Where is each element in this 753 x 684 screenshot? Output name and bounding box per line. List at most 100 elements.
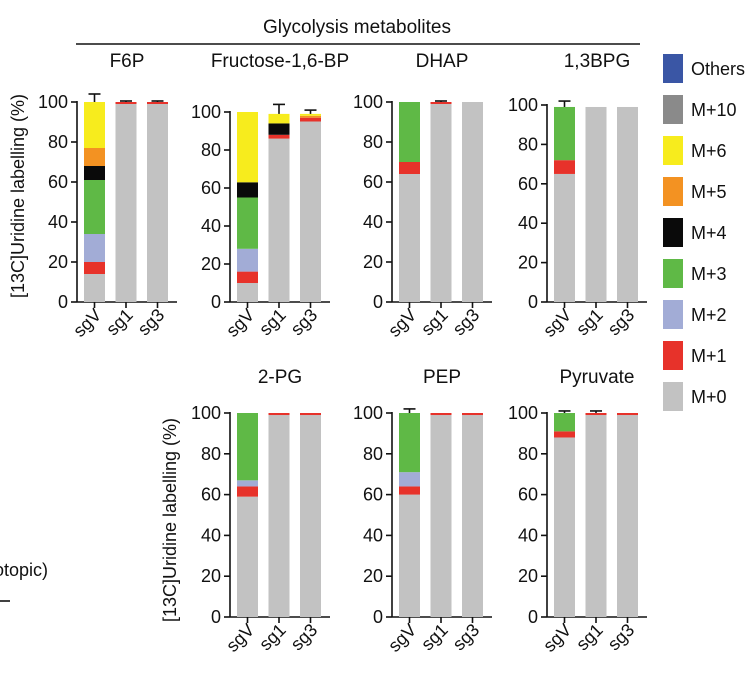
y-tick-label: 60 (201, 178, 221, 198)
bar-segment-sg3-m-0 (300, 121, 321, 302)
x-tick-label: sg3 (134, 305, 169, 340)
legend-label-m-4: M+4 (691, 223, 727, 243)
panel-title: 2-PG (258, 367, 302, 388)
bar-segment-sgv-m-3 (84, 180, 105, 234)
bar-segment-sgv-m-2 (399, 472, 420, 487)
legend-swatch-others (663, 54, 683, 83)
legend-swatch-m-5 (663, 177, 683, 206)
y-tick-label: 0 (528, 607, 538, 627)
bar-segment-sgv-m-6 (84, 102, 105, 148)
bar-segment-sgv-m-1 (84, 262, 105, 274)
bar-segment-sgv-m-0 (84, 274, 105, 302)
y-tick-label: 20 (518, 253, 538, 273)
panel-title: F6P (110, 51, 145, 72)
x-tick-label: sg1 (572, 620, 607, 655)
y-tick-label: 0 (373, 292, 383, 312)
legend-label-m-5: M+5 (691, 182, 727, 202)
legend-swatch-m-10 (663, 95, 683, 124)
bar-segment-sgv-m-0 (554, 173, 575, 302)
y-tick-label: 40 (363, 525, 383, 545)
x-tick-label: sgV (222, 620, 258, 656)
y-tick-label: 0 (373, 607, 383, 627)
y-tick-label: 60 (201, 485, 221, 505)
y-tick-label: 80 (518, 444, 538, 464)
bar-segment-sgv-m-4 (237, 182, 258, 198)
bar-segment-sgv-m-1 (554, 160, 575, 174)
bar-segment-sgv-m-0 (237, 496, 258, 617)
x-tick-label: sg1 (102, 305, 137, 340)
bar-segment-sg3-m-1 (300, 413, 321, 416)
x-tick-label: sg3 (604, 620, 639, 655)
bar-segment-sg1-m-1 (268, 413, 290, 416)
legend-label-m-1: M+1 (691, 346, 727, 366)
bar-segment-sg3-m-0 (617, 106, 638, 302)
bar-segment-sgv-m-3 (554, 106, 575, 161)
y-tick-label: 0 (211, 292, 221, 312)
bar-segment-sg3-m-0 (147, 104, 168, 302)
y-tick-label: 40 (518, 213, 538, 233)
y-tick-label: 80 (518, 134, 538, 154)
bar-segment-sgv-m-1 (237, 486, 258, 497)
y-tick-label: 40 (201, 216, 221, 236)
y-tick-label: 0 (528, 292, 538, 312)
y-tick-label: 100 (38, 92, 68, 112)
y-tick-label: 100 (191, 102, 221, 122)
x-tick-label: sg1 (255, 620, 290, 655)
panel-title: Pyruvate (560, 367, 635, 388)
legend-label-others: Others (691, 59, 745, 79)
bar-segment-sg1-m-0 (585, 106, 607, 302)
x-tick-label: sg3 (449, 620, 484, 655)
legend-swatch-m-6 (663, 136, 683, 165)
y-tick-label: 40 (518, 525, 538, 545)
legend-swatch-m-3 (663, 259, 683, 288)
bar-segment-sgv-m-5 (84, 148, 105, 166)
cropped-fragment-text: otopic) (0, 560, 48, 580)
y-tick-label: 60 (48, 172, 68, 192)
y-tick-label: 60 (518, 485, 538, 505)
y-tick-label: 20 (363, 252, 383, 272)
y-tick-label: 40 (48, 212, 68, 232)
bar-segment-sg3-m-0 (462, 102, 483, 302)
legend-label-m-0: M+0 (691, 387, 727, 407)
y-tick-label: 100 (353, 403, 383, 423)
legend-swatch-m-4 (663, 218, 683, 247)
legend-label-m-2: M+2 (691, 305, 727, 325)
bar-segment-sg3-m-1 (300, 117, 321, 122)
bar-segment-sg1-m-1 (430, 102, 452, 104)
bar-segment-sg3-m-0 (300, 415, 321, 617)
y-tick-label: 100 (508, 403, 538, 423)
bar-segment-sgv-m-3 (399, 413, 420, 473)
y-axis-label-top: [13C]Uridine labelling (%) (8, 94, 28, 298)
bar-segment-sgv-m-2 (237, 480, 258, 487)
bar-segment-sg3-m-1 (462, 413, 483, 416)
bar-segment-sgv-m-1 (399, 486, 420, 495)
bar-segment-sg1-m-1 (115, 102, 137, 104)
y-tick-label: 20 (201, 566, 221, 586)
bar-segment-sg1-m-0 (430, 104, 452, 302)
bar-segment-sg1-m-0 (430, 415, 452, 617)
x-tick-label: sgV (222, 305, 258, 341)
bar-segment-sg1-m-1 (585, 413, 607, 416)
y-axis-label-bottom: [13C]Uridine labelling (%) (160, 418, 180, 622)
y-tick-label: 60 (518, 174, 538, 194)
y-tick-label: 80 (363, 132, 383, 152)
legend-swatch-m-0 (663, 382, 683, 411)
bar-segment-sgv-m-4 (84, 166, 105, 180)
y-tick-label: 100 (353, 92, 383, 112)
bar-segment-sg1-m-0 (268, 415, 290, 617)
bar-segment-sgv-m-3 (554, 413, 575, 432)
panels: F6P020406080100sgVsg1sg3Fructose-1,6-BP0… (38, 51, 647, 656)
y-tick-label: 20 (201, 254, 221, 274)
x-tick-label: sgV (539, 620, 575, 656)
legend-label-m-3: M+3 (691, 264, 727, 284)
panel-title: Fructose-1,6-BP (211, 51, 349, 72)
x-tick-label: sgV (384, 305, 420, 341)
x-tick-label: sgV (69, 305, 105, 341)
bar-segment-sg3-m-1 (617, 413, 638, 416)
x-tick-label: sg3 (604, 305, 639, 340)
panel-title: 1,3BPG (564, 51, 631, 72)
